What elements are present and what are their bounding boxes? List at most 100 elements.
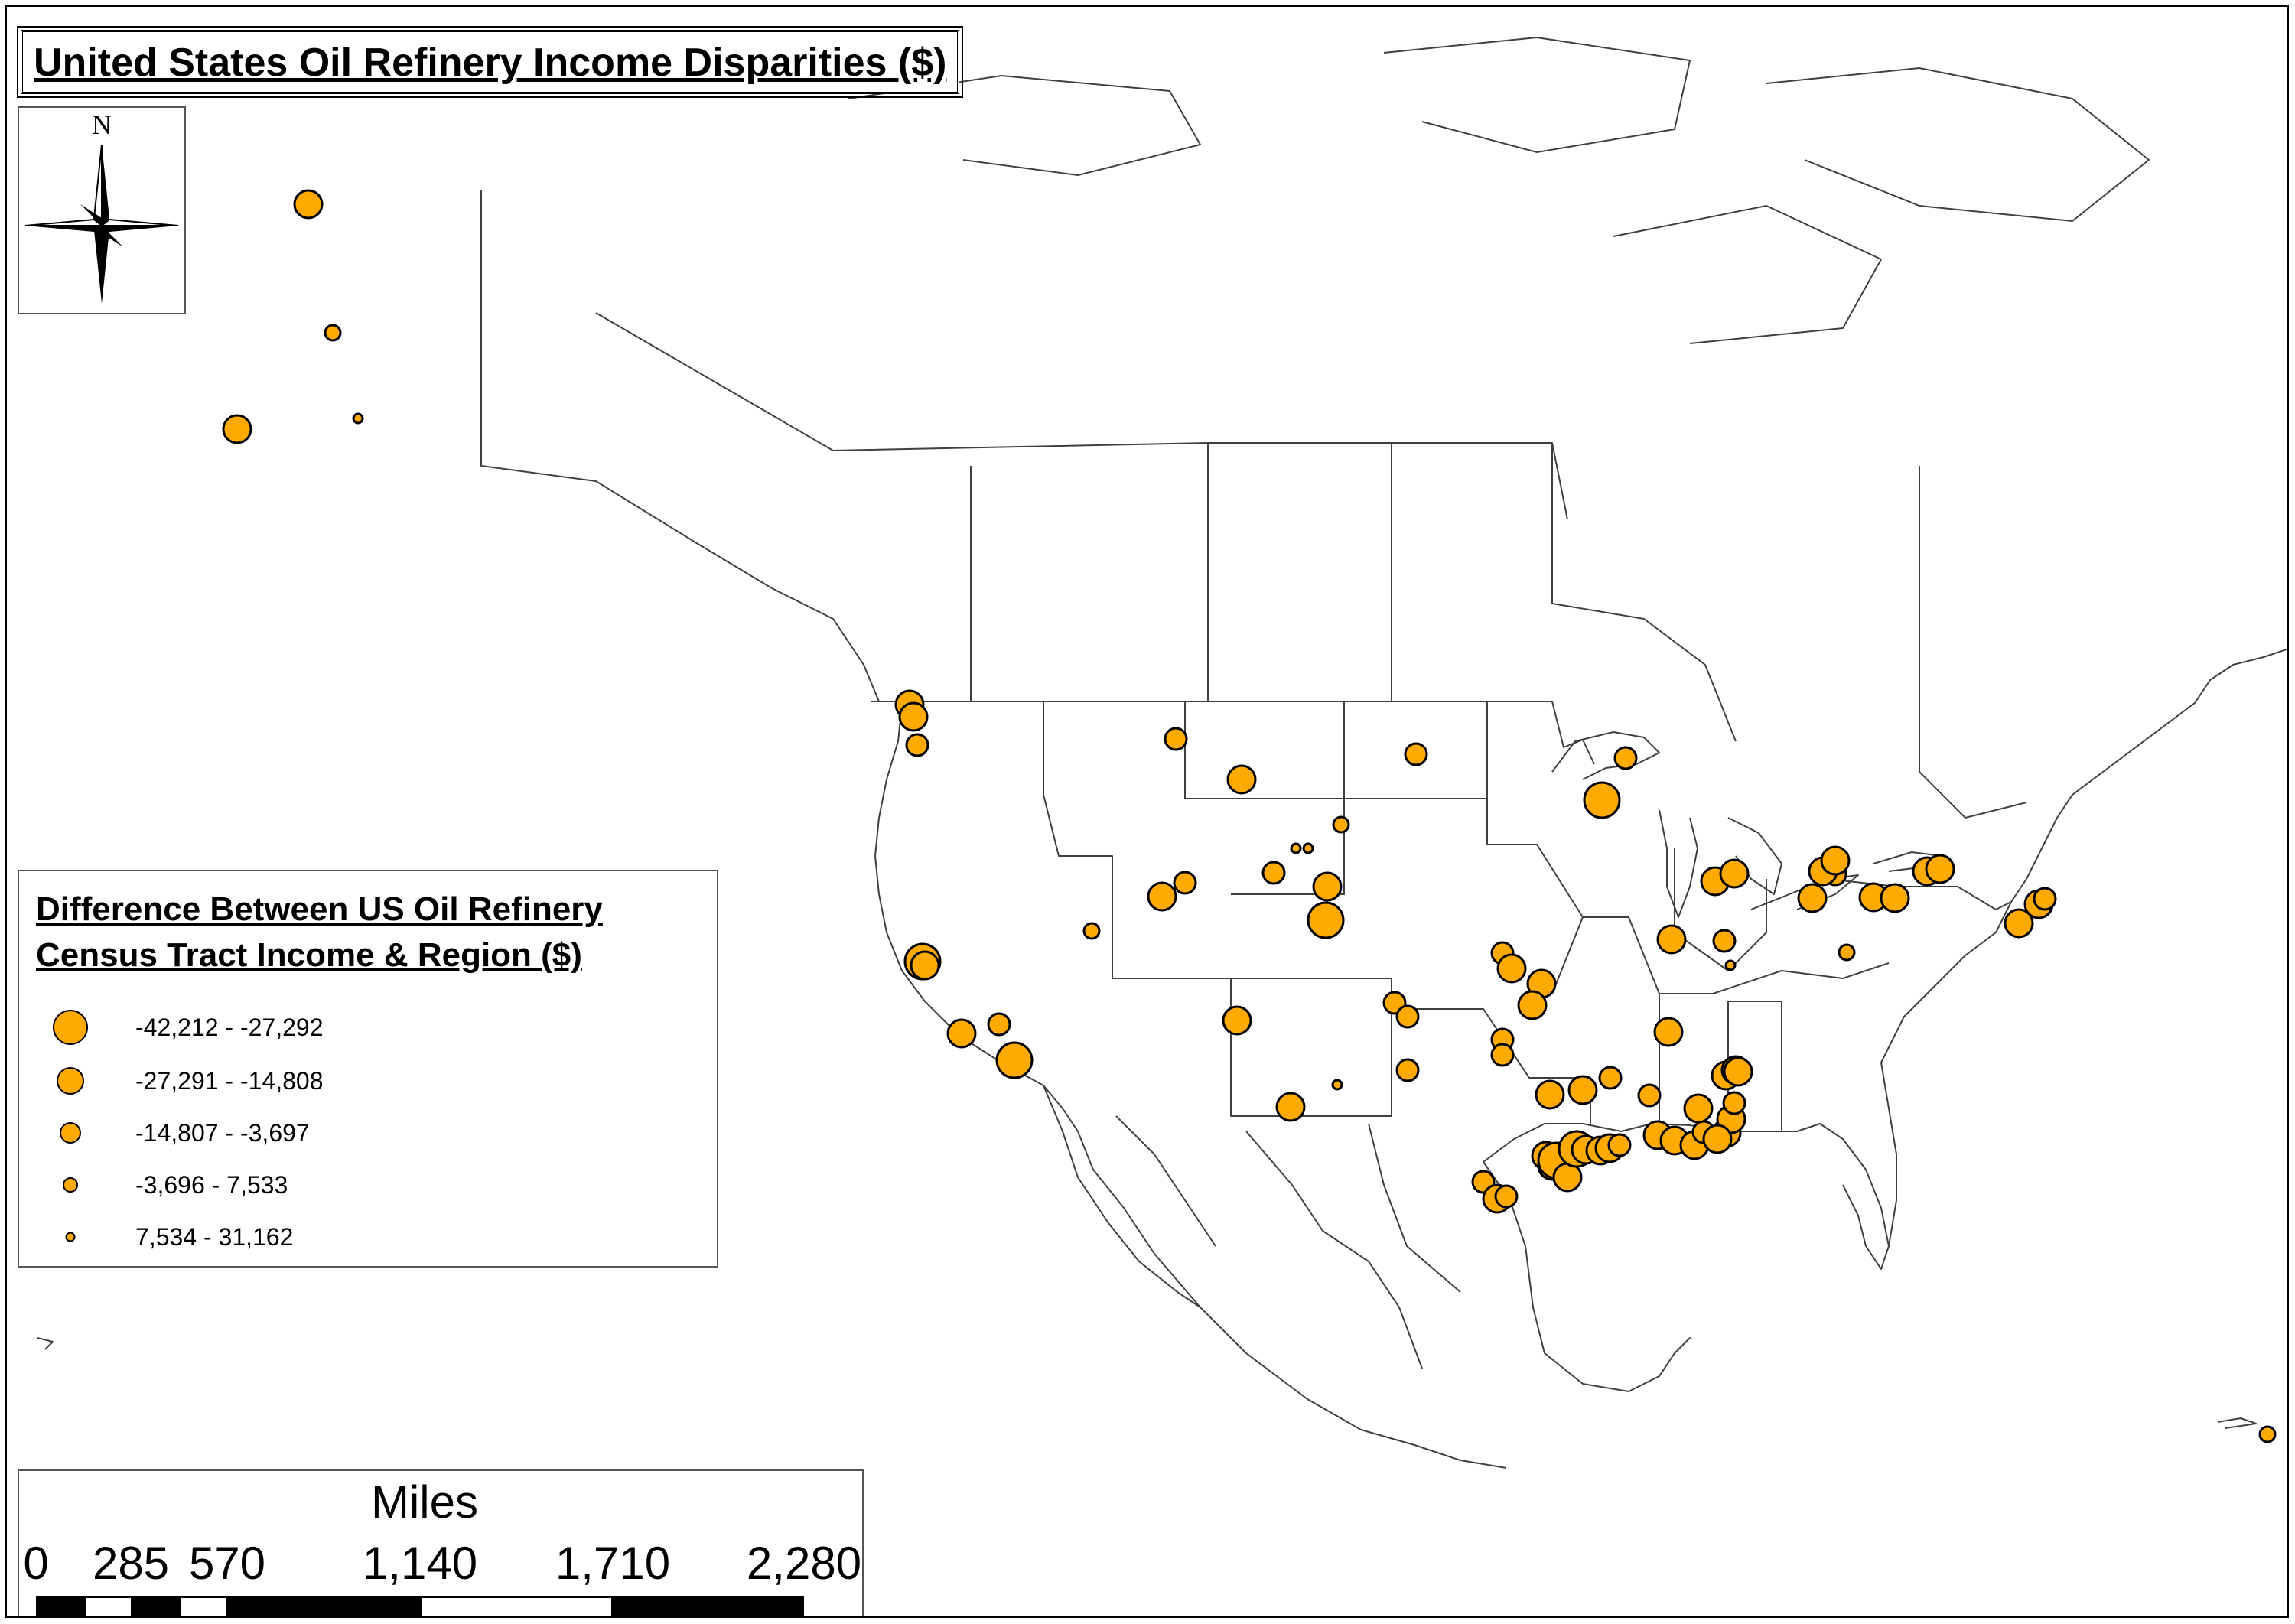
hudson-bay-shore [1613,205,1882,344]
refinery-point [1598,1066,1623,1090]
north-label: N [92,109,112,140]
legend-item: 7,534 - 31,162 [36,1214,293,1260]
refinery-point [293,189,324,220]
state-lines-plains [1343,701,1584,994]
scale-bar-title: Miles [370,1476,478,1528]
refinery-point [1712,929,1737,953]
gulf-coast-north [1483,1123,1797,1163]
legend-label: -42,212 - -27,292 [135,1013,324,1041]
refinery-point [1494,1184,1519,1209]
scale-tick-label: 1,140 [362,1538,478,1589]
arctic-island-3 [1766,67,2150,222]
atlantic-coast-north [2026,649,2287,880]
scale-segment [420,1596,613,1616]
refinery-point [1683,1093,1714,1124]
pacific-coastline [874,704,1507,1469]
north-arrow: N [18,106,186,314]
refinery-point [1261,861,1286,885]
refinery-point [1222,1005,1252,1036]
canada-north-line [595,312,1568,520]
legend-item: -3,696 - 7,533 [36,1162,288,1208]
refinery-point [324,324,342,342]
refinery-point [1719,858,1750,889]
scale-tick-label: 2,280 [746,1538,862,1589]
refinery-point [1583,781,1621,819]
scale-tick-label: 570 [188,1538,266,1589]
refinery-point [1797,883,1828,913]
scale-segment [613,1596,804,1616]
refinery-point [1722,1091,1746,1115]
state-lines-midsouth [1583,916,1890,994]
gulf-coast-west [1483,1161,1691,1392]
refinery-point [905,733,929,757]
arctic-island-2 [1383,37,1691,153]
puerto-rico-island [2217,1417,2257,1429]
legend-item: -42,212 - -27,292 [36,1004,324,1050]
scale-bar: Miles 0 285 570 1,140 1,710 2,280 [18,1469,864,1616]
refinery-point [1838,943,1856,962]
florida-west [1796,1123,1890,1270]
refinery-point [2258,1425,2277,1443]
refinery-point [1395,1004,1420,1029]
refinery-point [1147,881,1177,912]
legend-label: -27,291 - -14,808 [135,1066,324,1095]
scale-segment [227,1596,420,1616]
map-title: United States Oil Refinery Income Dispar… [34,41,947,85]
refinery-point [1925,854,1955,884]
legend-label: 7,534 - 31,162 [135,1222,294,1251]
refinery-point [1164,727,1188,751]
mexico-state-line-2 [1115,1115,1216,1247]
refinery-point [1173,871,1197,895]
quebec-line [1919,466,2027,819]
alaska-border-coast [480,190,880,702]
refinery-point [1607,1133,1632,1157]
refinery-point [1404,742,1428,766]
map-canvas [37,37,2287,1469]
point-symbol-icon [57,1067,84,1095]
us-canada-border [871,701,1595,765]
legend-item: -27,291 - -14,808 [36,1058,324,1104]
point-symbol-icon [65,1232,76,1242]
refinery-point [1535,1079,1565,1110]
map-frame: United States Oil Refinery Income Dispar… [5,5,2289,1618]
refinery-point [1702,1124,1733,1154]
refinery-point [1723,1056,1753,1087]
refinery-point [1302,842,1314,854]
refinery-point [2004,908,2034,939]
lake-michigan [1659,809,1698,918]
legend-title-line-1: Difference Between US Oil Refinery [36,890,603,928]
refinery-point [987,1012,1011,1037]
refinery-point [1567,1075,1598,1105]
mexico-state-line-1 [1245,1131,1423,1369]
refinery-point [898,701,929,732]
refinery-point [946,1018,977,1049]
legend-item: -14,807 - -3,697 [36,1110,310,1156]
refinery-point [1395,1058,1420,1082]
state-lines-west [1043,701,1392,1117]
compass-rose-icon: N [24,109,179,304]
scale-tick-label: 1,710 [555,1538,671,1589]
refinery-point [1880,883,1910,913]
refinery-point [1082,922,1101,940]
legend-title-line-2: Census Tract Income & Region ($) [36,936,582,974]
refinery-point [1653,1017,1684,1047]
refinery-point [1637,1083,1662,1108]
refinery-point [1332,815,1350,834]
legend: Difference Between US Oil Refinery Censu… [18,870,718,1268]
mexico-state-line-3 [1368,1123,1461,1293]
legend-label: -3,696 - 7,533 [135,1170,288,1199]
scale-tick-label: 0 [23,1538,49,1589]
legend-label: -14,807 - -3,697 [135,1118,310,1147]
refinery-point [1490,1043,1515,1067]
state-lines-midwest [1674,848,1767,971]
refinery-point [1312,871,1343,902]
scale-segment [132,1596,180,1616]
refinery-point [910,950,940,981]
scale-segment [36,1596,85,1616]
baja-coast [1043,1085,1201,1308]
refinery-point [1656,924,1687,955]
scale-segment [180,1596,227,1616]
refinery-point [1226,764,1257,795]
refinery-point [1307,901,1345,939]
refinery-point [222,414,252,444]
